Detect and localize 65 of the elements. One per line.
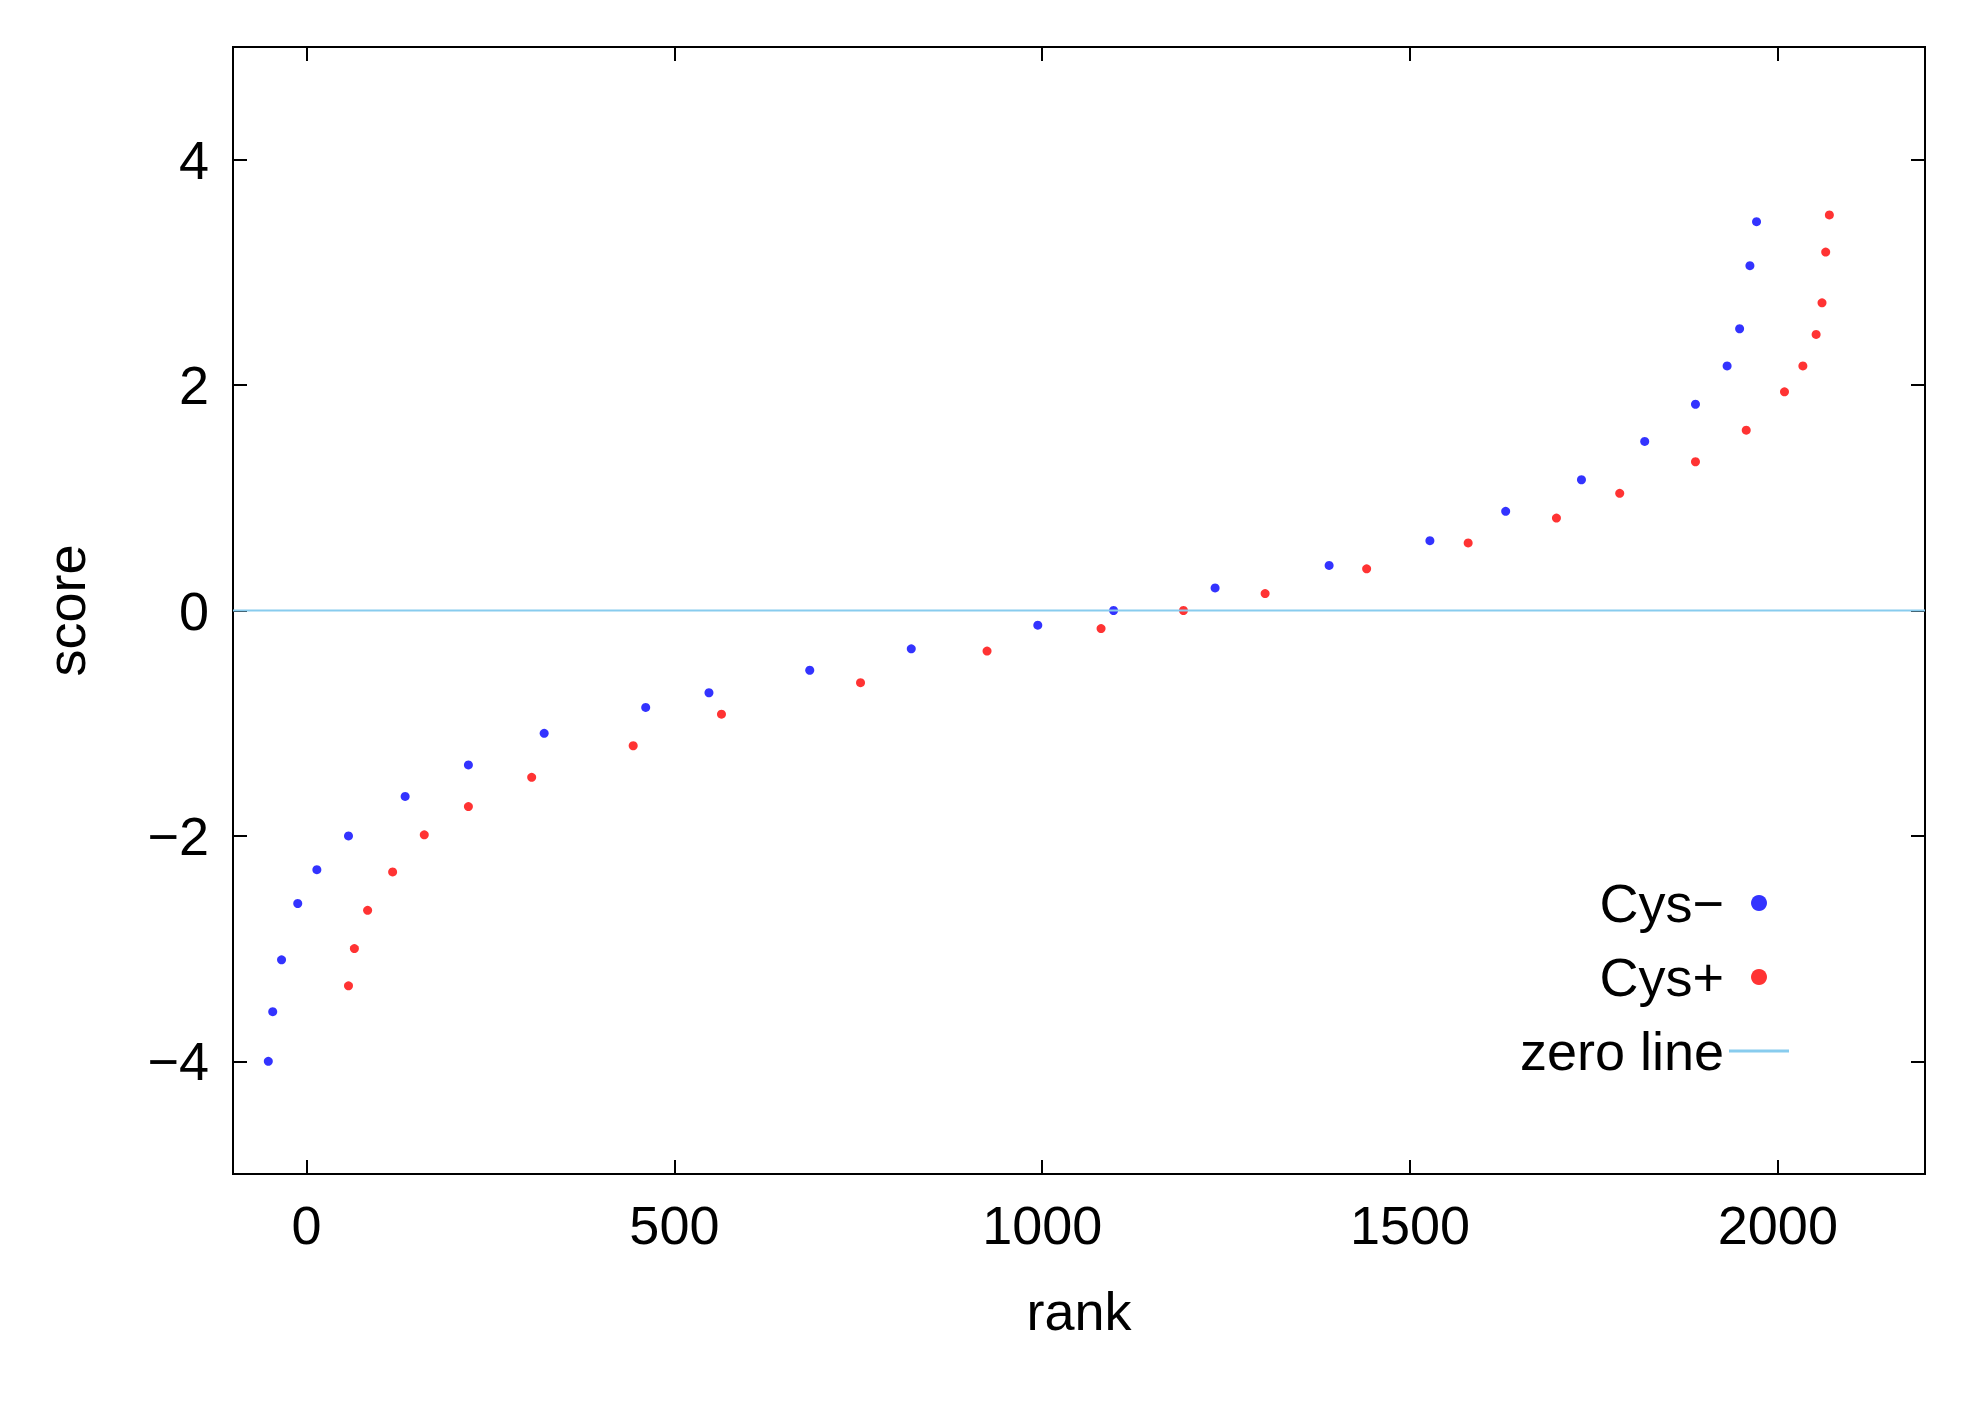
point	[344, 831, 353, 841]
x-axis-title: rank	[1026, 1281, 1133, 1341]
point	[1425, 536, 1435, 546]
point	[1745, 261, 1755, 271]
point	[277, 955, 287, 965]
point	[400, 791, 410, 801]
point	[1033, 620, 1043, 630]
point	[1817, 298, 1827, 308]
x-tick-label: 0	[291, 1195, 322, 1255]
point	[349, 944, 359, 954]
point	[641, 702, 651, 712]
point	[1362, 564, 1372, 574]
point	[463, 760, 473, 770]
point	[1260, 589, 1270, 599]
point	[1576, 475, 1586, 485]
x-tick-label: 1000	[982, 1195, 1103, 1255]
point	[539, 728, 549, 738]
point	[1752, 217, 1762, 227]
point	[1210, 583, 1220, 593]
legend-label: zero line	[1519, 1021, 1724, 1081]
y-axis-title: score	[36, 544, 96, 677]
point	[716, 709, 726, 719]
point	[1640, 436, 1650, 446]
legend-label: Cys−	[1599, 873, 1724, 933]
y-tick-label: 0	[178, 580, 209, 641]
point	[388, 867, 398, 877]
y-tick-label: 2	[178, 355, 209, 416]
point	[527, 772, 537, 782]
point	[1690, 457, 1700, 467]
point	[1821, 247, 1831, 257]
point	[856, 678, 866, 688]
legend-label: Cys+	[1599, 947, 1724, 1007]
point	[982, 646, 992, 656]
y-tick-label: −4	[147, 1031, 209, 1092]
point	[1615, 488, 1625, 498]
point	[1096, 624, 1106, 634]
point	[1741, 425, 1751, 435]
point	[1551, 513, 1561, 523]
point	[1690, 399, 1700, 409]
point	[344, 981, 353, 991]
point	[1463, 538, 1473, 548]
y-tick-label: 4	[178, 129, 209, 190]
point	[463, 802, 473, 812]
point	[1798, 361, 1808, 371]
point	[1324, 560, 1334, 570]
point	[1811, 329, 1821, 339]
x-tick-label: 1500	[1349, 1195, 1471, 1255]
y-tick-label: −2	[147, 805, 209, 866]
x-tick-label: 2000	[1717, 1195, 1838, 1255]
point	[363, 905, 373, 915]
point	[1722, 361, 1732, 371]
point	[1824, 210, 1834, 220]
point	[1780, 387, 1789, 397]
point	[906, 644, 916, 654]
point	[268, 1007, 278, 1017]
point	[805, 665, 815, 675]
point	[704, 688, 714, 698]
point	[1501, 506, 1511, 516]
point	[312, 865, 322, 875]
point	[263, 1056, 273, 1066]
point	[293, 899, 303, 909]
point	[628, 741, 638, 751]
point	[1735, 324, 1745, 334]
point	[419, 830, 429, 840]
x-tick-label: 500	[629, 1195, 720, 1255]
